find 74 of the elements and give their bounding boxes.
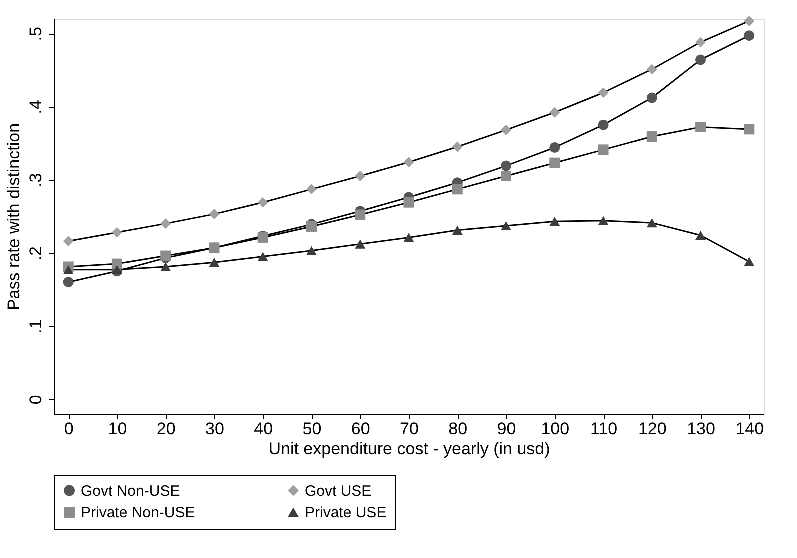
point xyxy=(258,197,268,208)
point xyxy=(209,258,220,268)
point xyxy=(598,144,609,156)
point xyxy=(744,257,755,266)
point xyxy=(501,160,512,172)
point xyxy=(355,210,366,220)
point xyxy=(598,216,609,226)
y-tick-label: .2 xyxy=(26,246,46,261)
point xyxy=(112,227,122,238)
y-tick-label: .5 xyxy=(26,27,46,42)
point xyxy=(501,221,512,231)
point xyxy=(550,107,560,118)
point xyxy=(550,158,560,168)
point xyxy=(744,16,755,26)
point xyxy=(646,64,658,75)
legend-label: Private USE xyxy=(305,504,387,522)
x-tick-label: 30 xyxy=(206,420,224,438)
point xyxy=(744,30,755,42)
x-tick-label: 50 xyxy=(302,420,322,438)
point xyxy=(550,217,560,226)
point xyxy=(696,54,706,66)
point xyxy=(452,226,463,235)
x-tick-label: 20 xyxy=(156,420,176,438)
y-tick-label: .1 xyxy=(26,320,46,334)
point xyxy=(404,157,414,168)
y-tick-label: .3 xyxy=(26,173,46,188)
point xyxy=(63,236,74,247)
x-axis-title: Unit expenditure cost - yearly (in usd) xyxy=(268,440,550,458)
point xyxy=(696,37,706,48)
y-tick-label: .4 xyxy=(26,100,46,114)
point xyxy=(160,218,172,230)
point xyxy=(112,265,122,274)
y-axis-title: Pass rate with distinction xyxy=(4,123,24,311)
point xyxy=(646,218,658,228)
point xyxy=(404,197,414,208)
point xyxy=(112,258,122,270)
y-tick-label: 0 xyxy=(26,395,46,405)
x-tick-label: 110 xyxy=(590,420,618,438)
point xyxy=(646,92,658,104)
x-tick-label: 10 xyxy=(108,420,128,438)
point xyxy=(550,142,560,153)
x-tick-label: 140 xyxy=(736,420,764,438)
x-tick-label: 40 xyxy=(254,420,274,438)
point xyxy=(598,88,609,98)
x-tick-label: 0 xyxy=(64,420,74,438)
point xyxy=(306,246,317,256)
point xyxy=(355,240,366,249)
point xyxy=(258,252,268,262)
legend-label: Private Non-USE xyxy=(81,504,196,522)
point xyxy=(646,132,658,142)
x-tick-label: 70 xyxy=(400,420,419,438)
point xyxy=(501,171,512,182)
x-tick-label: 60 xyxy=(351,420,370,438)
x-tick-label: 120 xyxy=(638,420,667,438)
x-tick-label: 90 xyxy=(497,420,516,438)
point xyxy=(696,230,706,240)
x-tick-label: 100 xyxy=(541,420,570,438)
point xyxy=(696,122,706,133)
point xyxy=(452,142,463,152)
point xyxy=(501,124,512,136)
point xyxy=(355,171,366,182)
point xyxy=(452,184,463,195)
legend-label: Govt Non-USE xyxy=(81,482,180,500)
point xyxy=(63,277,74,288)
point xyxy=(598,120,609,130)
point xyxy=(306,184,317,195)
point xyxy=(160,262,172,272)
x-tick-label: 130 xyxy=(687,420,716,438)
point xyxy=(744,124,755,135)
legend-label: Govt USE xyxy=(305,482,372,500)
point xyxy=(404,233,414,242)
x-tick-label: 80 xyxy=(448,420,468,438)
point xyxy=(63,265,74,274)
point xyxy=(209,209,220,220)
